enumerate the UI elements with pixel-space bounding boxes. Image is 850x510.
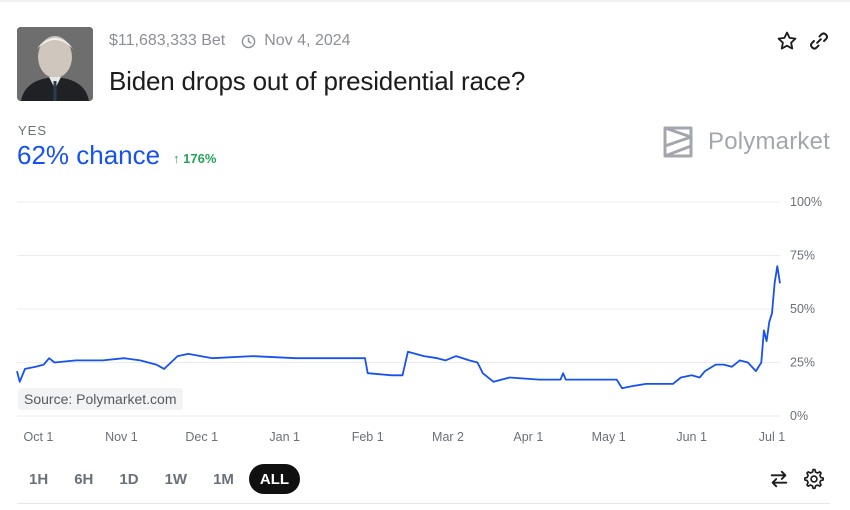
range-button-1d[interactable]: 1D xyxy=(119,470,139,488)
change-badge: ↑ 176% xyxy=(173,151,216,166)
range-button-1w[interactable]: 1W xyxy=(164,470,188,488)
range-button-1m[interactable]: 1M xyxy=(213,470,234,488)
y-tick-label: 25% xyxy=(790,356,815,370)
volume-text: $11,683,333 Bet xyxy=(109,32,226,49)
bottom-divider xyxy=(17,503,830,504)
y-tick-label: 50% xyxy=(790,302,815,316)
price-chart: 100% 75% 50% 25% 0% Oct 1 Nov 1 Dec 1 Jan 1 Feb 1… xyxy=(16,195,822,444)
outcome-label: YES xyxy=(18,123,48,138)
y-tick-label: 100% xyxy=(790,195,822,209)
market-meta: $11,683,333 Bet Nov 4, 2024 xyxy=(109,31,351,51)
y-tick-label: 0% xyxy=(790,409,808,423)
link-icon[interactable] xyxy=(808,30,830,52)
change-value: 176% xyxy=(183,151,217,166)
end-date-text: Nov 4, 2024 xyxy=(264,32,351,49)
x-tick-label: Jan 1 xyxy=(269,430,300,444)
x-tick-label: Apr 1 xyxy=(513,430,543,444)
brand-watermark: Polymarket xyxy=(662,123,830,161)
polymarket-logo-icon xyxy=(663,126,693,158)
y-tick-label: 75% xyxy=(790,249,815,263)
x-tick-label: Oct 1 xyxy=(23,430,53,444)
brand-name: Polymarket xyxy=(708,128,831,155)
range-selector: 1H 6H 1D 1W 1M ALL xyxy=(18,464,304,494)
source-badge: Source: Polymarket.com xyxy=(18,388,183,410)
clock-icon xyxy=(241,34,256,48)
range-button-6h[interactable]: 6H xyxy=(74,470,94,488)
x-tick-label: Jul 1 xyxy=(759,430,785,444)
range-button-1h[interactable]: 1H xyxy=(29,470,49,488)
market-title: Biden drops out of presidential race? xyxy=(109,66,526,96)
range-button-all[interactable]: ALL xyxy=(248,464,301,494)
arrow-up-icon: ↑ xyxy=(173,151,180,166)
chance-value: 62% chance xyxy=(17,140,161,170)
portrait-image xyxy=(17,27,93,101)
series-line xyxy=(16,265,781,390)
x-tick-label: Nov 1 xyxy=(105,430,138,444)
x-tick-label: May 1 xyxy=(592,430,626,444)
x-tick-label: Mar 2 xyxy=(432,430,464,444)
gear-icon[interactable] xyxy=(803,468,825,490)
market-avatar xyxy=(17,27,93,101)
x-tick-label: Jun 1 xyxy=(676,430,707,444)
swap-icon[interactable] xyxy=(768,468,790,490)
star-icon[interactable] xyxy=(776,30,798,52)
x-tick-label: Feb 1 xyxy=(352,430,384,444)
x-tick-label: Dec 1 xyxy=(185,430,218,444)
top-divider xyxy=(0,0,850,2)
